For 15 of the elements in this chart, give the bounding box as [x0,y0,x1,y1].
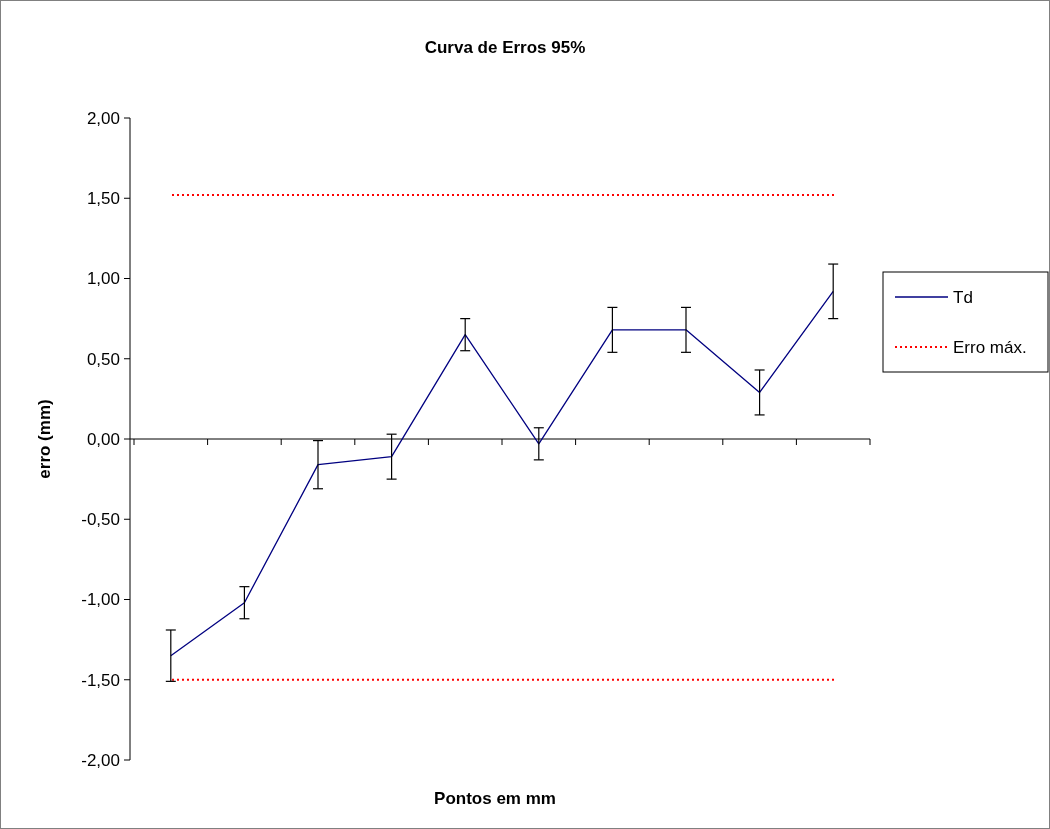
legend-label: Td [953,287,973,307]
y-tick-label: -2,00 [81,750,120,770]
y-tick-label: 0,00 [86,429,120,449]
y-tick-label: -0,50 [81,510,120,530]
y-axis-title: erro (mm) [35,399,54,479]
line-series [170,290,834,657]
legend-label: Erro máx. [953,337,1027,357]
y-tick-label: -1,50 [81,670,120,690]
y-tick-label: 0,50 [86,349,120,369]
x-axis-title: Pontos em mm [434,789,556,808]
y-tick-label: -1,00 [81,590,120,610]
y-tick-label: 1,50 [86,189,120,209]
y-tick-label: 1,00 [86,269,120,289]
y-tick-label: 2,00 [86,108,120,128]
chart-title: Curva de Erros 95% [424,38,586,57]
